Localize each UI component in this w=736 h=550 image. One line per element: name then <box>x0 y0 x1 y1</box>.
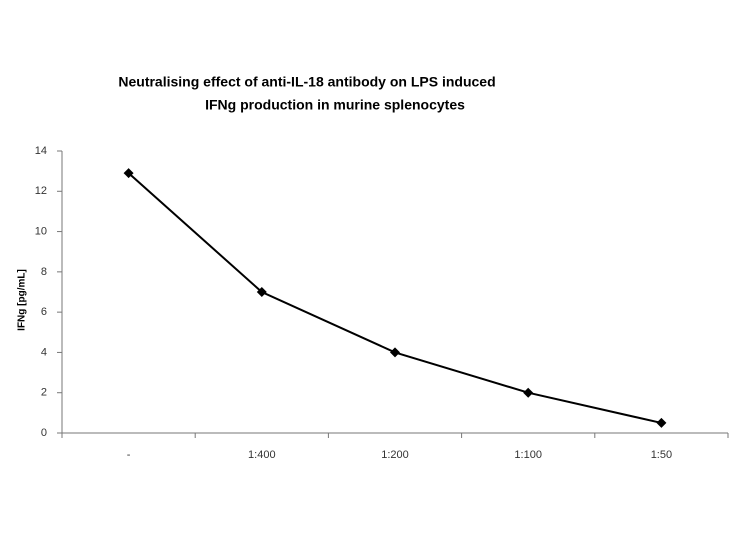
y-tick-label: 8 <box>41 266 47 278</box>
y-tick-label: 0 <box>41 427 47 439</box>
y-tick-label: 14 <box>35 145 47 157</box>
y-tick-label: 12 <box>35 185 47 197</box>
y-tick-label: 4 <box>41 346 47 358</box>
y-tick-label: 6 <box>41 306 47 318</box>
y-axis-title: IFNg [pg/mL] <box>17 269 28 331</box>
x-tick-label: 1:50 <box>651 449 672 461</box>
x-tick-label: 1:100 <box>514 449 542 461</box>
x-tick-label: - <box>127 449 131 461</box>
marker <box>656 417 667 428</box>
y-tick-label: 10 <box>35 225 47 237</box>
chart-title: Neutralising effect of anti-IL-18 antibo… <box>118 74 495 90</box>
line <box>127 172 662 424</box>
chart-title: IFNg production in murine splenocytes <box>205 97 465 113</box>
y-tick-label: 2 <box>41 387 47 399</box>
x-tick-label: 1:400 <box>248 449 276 461</box>
marker <box>523 387 534 398</box>
x-tick-label: 1:200 <box>381 449 409 461</box>
marker <box>390 347 400 358</box>
marker <box>256 287 267 297</box>
marker <box>123 168 134 179</box>
